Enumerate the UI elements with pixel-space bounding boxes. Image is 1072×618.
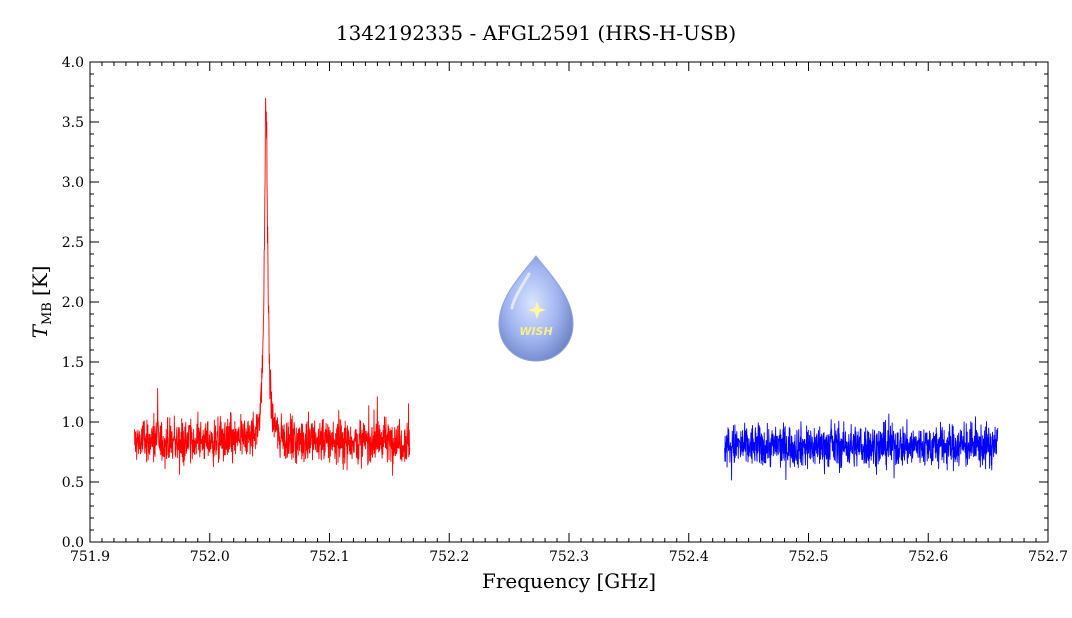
y-tick-label: 3.0 xyxy=(62,175,84,191)
x-tick-label: 752.4 xyxy=(669,549,709,565)
y-tick-label: 3.5 xyxy=(62,115,84,131)
x-tick-label: 752.5 xyxy=(788,549,828,565)
y-tick-label: 4.0 xyxy=(62,55,84,71)
y-axis-label-symbol: T xyxy=(28,323,52,338)
x-axis: 751.9 752.0 752.1 752.2 752.3 752.4 752.5 752.6… xyxy=(70,62,1068,565)
y-axis: 0.0 0.5 1.0 1.5 2.0 2.5 3.0 3.5 4.0 xyxy=(62,55,1048,551)
y-tick-label: 2.5 xyxy=(62,235,84,251)
y-axis-label-unit: [K] xyxy=(28,266,52,297)
y-tick-label: 2.0 xyxy=(62,295,84,311)
x-tick-label: 752.1 xyxy=(309,549,349,565)
y-tick-label: 1.0 xyxy=(62,415,84,431)
chart-title: 1342192335 - AFGL2591 (HRS-H-USB) xyxy=(336,21,736,45)
svg-text:TMB[K]: TMB [K] xyxy=(28,266,55,339)
x-tick-label: 752.0 xyxy=(190,549,230,565)
x-tick-label: 752.3 xyxy=(549,549,589,565)
y-tick-label: 0.0 xyxy=(62,535,84,551)
x-tick-label: 752.2 xyxy=(429,549,469,565)
wish-logo: WISH xyxy=(498,255,574,362)
spectrum-series-1 xyxy=(134,97,411,476)
y-tick-label: 1.5 xyxy=(62,355,84,371)
x-axis-label: Frequency [GHz] xyxy=(482,569,656,593)
x-tick-label: 752.6 xyxy=(908,549,948,565)
logo-text: WISH xyxy=(519,325,552,338)
series-layer xyxy=(134,97,999,481)
x-tick-label: 751.9 xyxy=(70,549,110,565)
spectrum-series-2 xyxy=(724,413,999,481)
plot-frame xyxy=(89,61,1049,543)
star-icon xyxy=(528,301,546,319)
y-tick-label: 0.5 xyxy=(62,475,84,491)
y-axis-label: TMB [K] xyxy=(28,266,55,339)
y-axis-label-subscript: MB xyxy=(40,302,55,325)
x-tick-label: 752.7 xyxy=(1028,549,1068,565)
